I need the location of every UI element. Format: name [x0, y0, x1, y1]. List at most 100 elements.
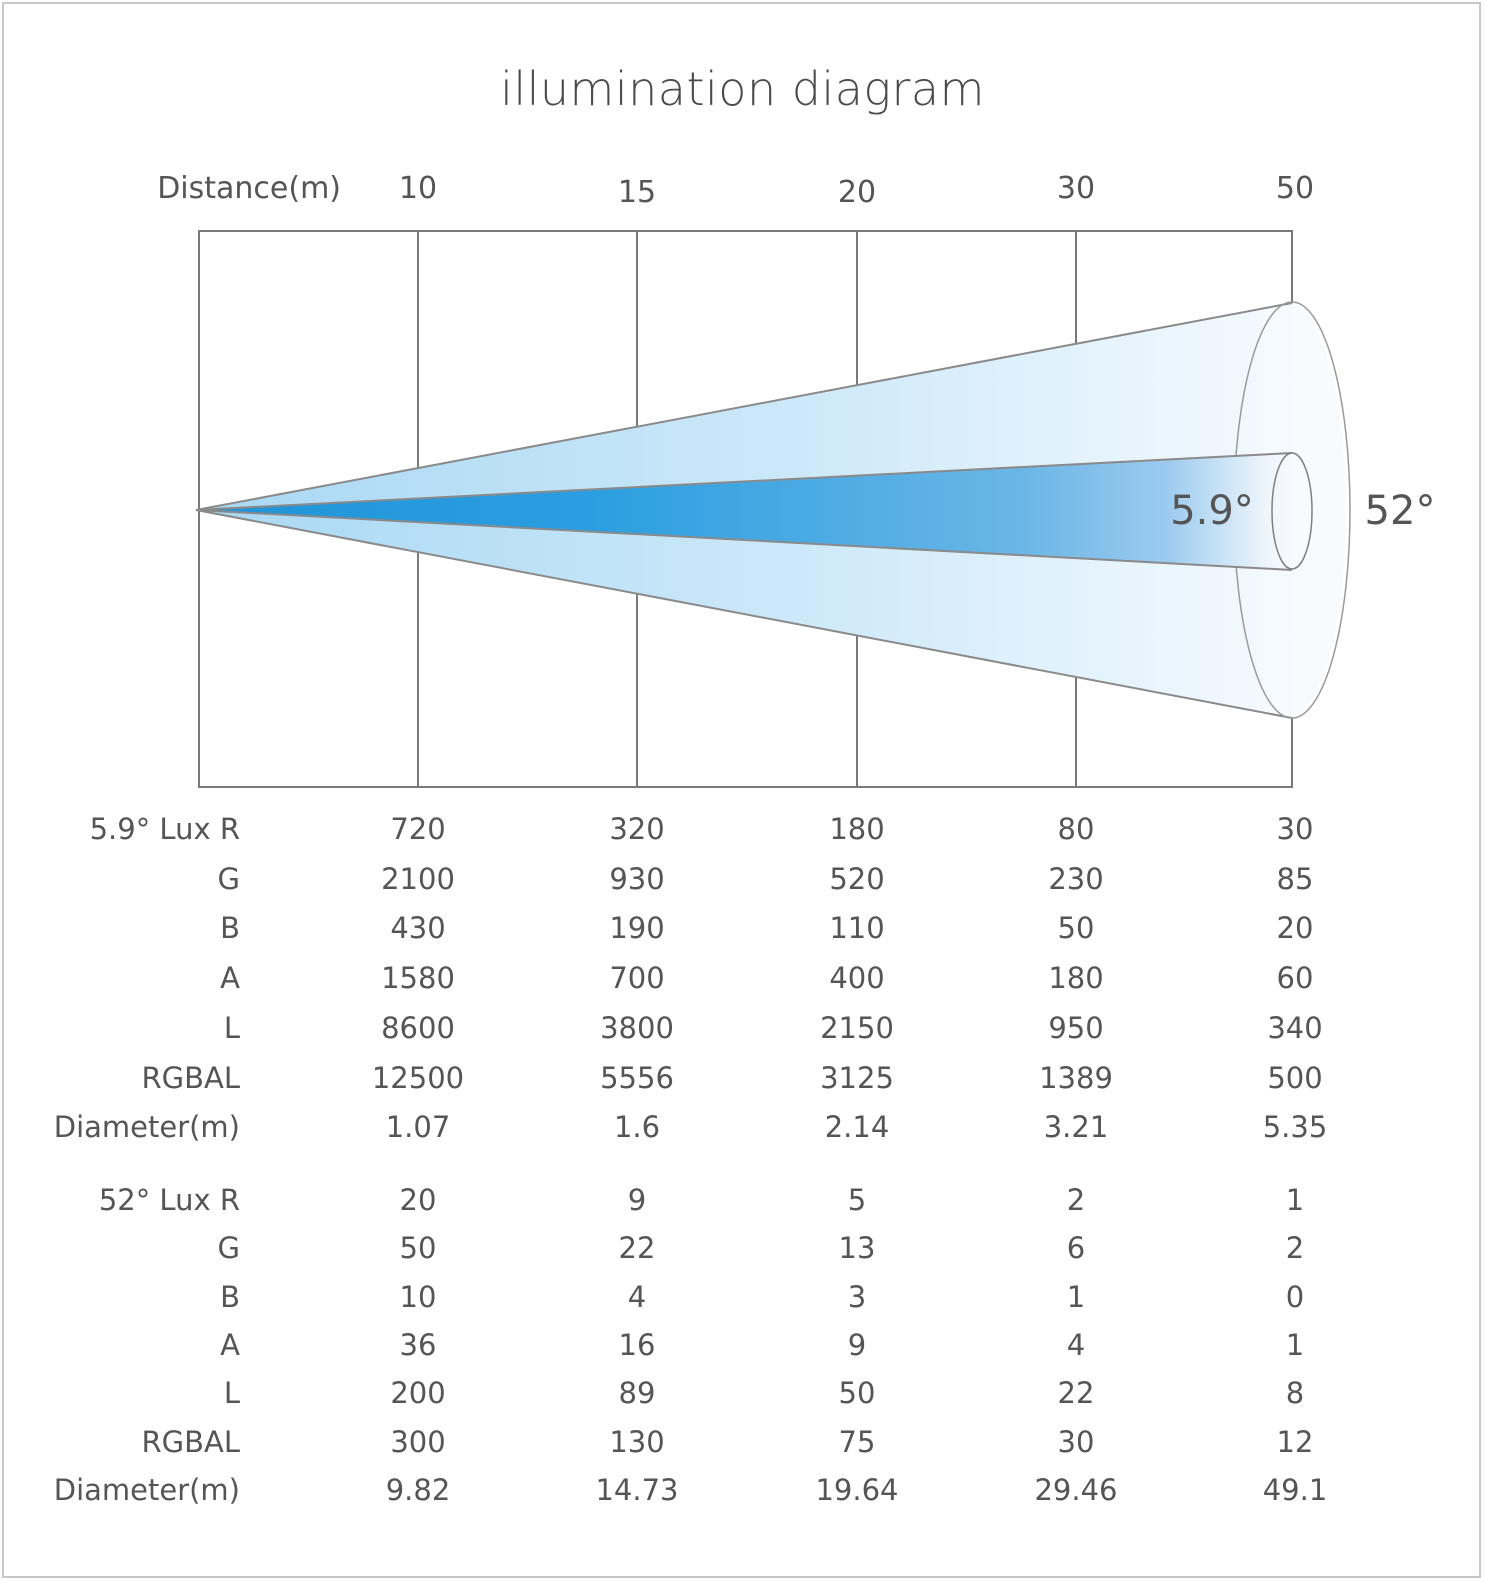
- table-cell: 9: [627, 1183, 647, 1217]
- table-cell: 3800: [600, 1010, 674, 1045]
- table-cell: 10: [399, 1279, 437, 1314]
- table-row-label: 5.9° Lux R: [89, 812, 240, 846]
- table-row-label: B: [220, 911, 240, 946]
- table-cell: 2100: [381, 861, 455, 896]
- table-cell: 1389: [1039, 1060, 1113, 1095]
- table-cell: 2: [1285, 1231, 1305, 1266]
- narrow-beam-cone: [196, 453, 1310, 570]
- table-row-label: Diameter(m): [53, 1472, 240, 1507]
- table-cell: 22: [1057, 1376, 1095, 1411]
- table-cell: 1: [1066, 1279, 1086, 1314]
- table-cell: 36: [399, 1327, 437, 1362]
- table-cell: 950: [1048, 1010, 1104, 1045]
- beam-diagram: Distance(m) 10 15 20 30 50 5.9° 52°: [157, 171, 1436, 788]
- table-cell: 2: [1066, 1183, 1086, 1217]
- table-cell: 12500: [371, 1060, 465, 1095]
- table-cell: 230: [1048, 861, 1104, 896]
- table-cell: 13: [838, 1231, 876, 1266]
- table-cell: 520: [829, 861, 885, 896]
- table-cell: 4: [627, 1279, 647, 1314]
- table-cell: 1.6: [613, 1110, 661, 1145]
- table-cell: 22: [618, 1231, 656, 1266]
- table-cell: 29.46: [1034, 1472, 1118, 1507]
- distance-axis-label: Distance(m): [157, 171, 341, 206]
- table-cell: 89: [618, 1376, 656, 1411]
- table-cell: 85: [1276, 861, 1314, 896]
- table-cell: 3.21: [1043, 1110, 1109, 1145]
- table-row-label: L: [223, 1376, 240, 1411]
- table-cell: 1: [1285, 1327, 1305, 1362]
- table-cell: 1.07: [385, 1110, 451, 1145]
- table-cell: 80: [1057, 812, 1095, 846]
- table-cell: 75: [838, 1424, 876, 1459]
- table-row-label: G: [217, 861, 240, 896]
- table-cell: 320: [609, 812, 665, 846]
- wide-beam-edges: [195, 302, 1293, 719]
- diagram-title: illumination diagram: [500, 62, 985, 116]
- table-cell: 700: [609, 961, 665, 996]
- table-row-label: L: [223, 1010, 240, 1045]
- table-cell: 50: [838, 1376, 876, 1411]
- table-cell: 110: [829, 911, 885, 946]
- distance-tick-label: 50: [1276, 171, 1314, 206]
- table-cell: 4: [1066, 1327, 1086, 1362]
- table-cell: 8: [1285, 1376, 1305, 1411]
- table-cell: 6: [1066, 1231, 1086, 1266]
- table-cell: 49.1: [1262, 1472, 1328, 1507]
- table-cell: 190: [609, 911, 665, 946]
- table-cell: 2150: [820, 1010, 894, 1045]
- table-cell: 20: [399, 1183, 437, 1217]
- table-cell: 130: [609, 1424, 665, 1459]
- table-row-label: RGBAL: [141, 1424, 240, 1459]
- table-cell: 1580: [381, 961, 455, 996]
- narrow-beam-edges: [195, 452, 1293, 571]
- table-cell: 9: [847, 1327, 867, 1362]
- table-cell: 5: [847, 1183, 867, 1217]
- table-cell: 60: [1276, 961, 1314, 996]
- table-cell: 16: [618, 1327, 656, 1362]
- table-cell: 400: [829, 961, 885, 996]
- table-cell: 3125: [820, 1060, 894, 1095]
- table-cell: 5556: [600, 1060, 674, 1095]
- table-cell: 5.35: [1262, 1110, 1328, 1145]
- table-cell: 50: [399, 1231, 437, 1266]
- table-cell: 20: [1276, 911, 1314, 946]
- distance-tick-labels: 10 15 20 30 50: [399, 171, 1314, 210]
- narrow-beam-ellipse: [1271, 452, 1313, 570]
- table-cell: 430: [390, 911, 446, 946]
- table-row-label: RGBAL: [141, 1060, 240, 1095]
- table-cell: 3: [847, 1279, 867, 1314]
- table-cell: 2.14: [824, 1110, 890, 1145]
- wide-beam-angle-label: 52°: [1365, 488, 1436, 534]
- table-cell: 8600: [381, 1010, 455, 1045]
- table-row-label: G: [217, 1231, 240, 1266]
- table-cell: 180: [1048, 961, 1104, 996]
- table-row-label: 52° Lux R: [98, 1183, 240, 1217]
- table-cell: 340: [1267, 1010, 1323, 1045]
- narrow-beam-angle-label: 5.9°: [1170, 488, 1254, 534]
- table-row-label: B: [220, 1279, 240, 1314]
- table-cell: 14.73: [595, 1472, 679, 1507]
- distance-tick-label: 30: [1057, 171, 1095, 206]
- table-cell: 12: [1276, 1424, 1314, 1459]
- table-cell: 930: [609, 861, 665, 896]
- table-row-label: Diameter(m): [53, 1110, 240, 1145]
- table-cell: 30: [1276, 812, 1314, 846]
- distance-tick-label: 15: [618, 175, 656, 210]
- table-cell: 19.64: [815, 1472, 899, 1507]
- distance-tick-label: 20: [838, 175, 876, 210]
- table-row-label: A: [220, 1327, 240, 1362]
- table-cell: 30: [1057, 1424, 1095, 1459]
- distance-tick-label: 10: [399, 171, 437, 206]
- table-cell: 1: [1285, 1183, 1305, 1217]
- table-cell: 0: [1285, 1279, 1305, 1314]
- table-cell: 720: [390, 812, 446, 846]
- table-cell: 500: [1267, 1060, 1323, 1095]
- table-cell: 50: [1057, 911, 1095, 946]
- table-cell: 300: [390, 1424, 446, 1459]
- table-cell: 9.82: [385, 1472, 451, 1507]
- table-cell: 180: [829, 812, 885, 846]
- table-row-label: A: [220, 961, 240, 996]
- table-cell: 200: [390, 1376, 446, 1411]
